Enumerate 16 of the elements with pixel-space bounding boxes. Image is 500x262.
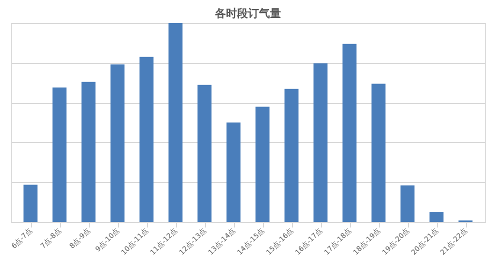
chart-title: 各时段订气量	[214, 7, 281, 20]
bar	[256, 106, 270, 222]
bar	[400, 185, 414, 222]
bar	[226, 122, 240, 222]
bar	[372, 84, 386, 222]
bar	[82, 82, 96, 222]
bar	[314, 63, 328, 222]
bar	[342, 44, 356, 222]
bar	[52, 87, 66, 222]
bar	[430, 212, 444, 222]
bar	[198, 84, 212, 222]
bar	[110, 64, 124, 222]
bar	[284, 88, 298, 222]
bar	[24, 184, 38, 222]
bar	[140, 56, 154, 222]
bar	[168, 23, 182, 222]
